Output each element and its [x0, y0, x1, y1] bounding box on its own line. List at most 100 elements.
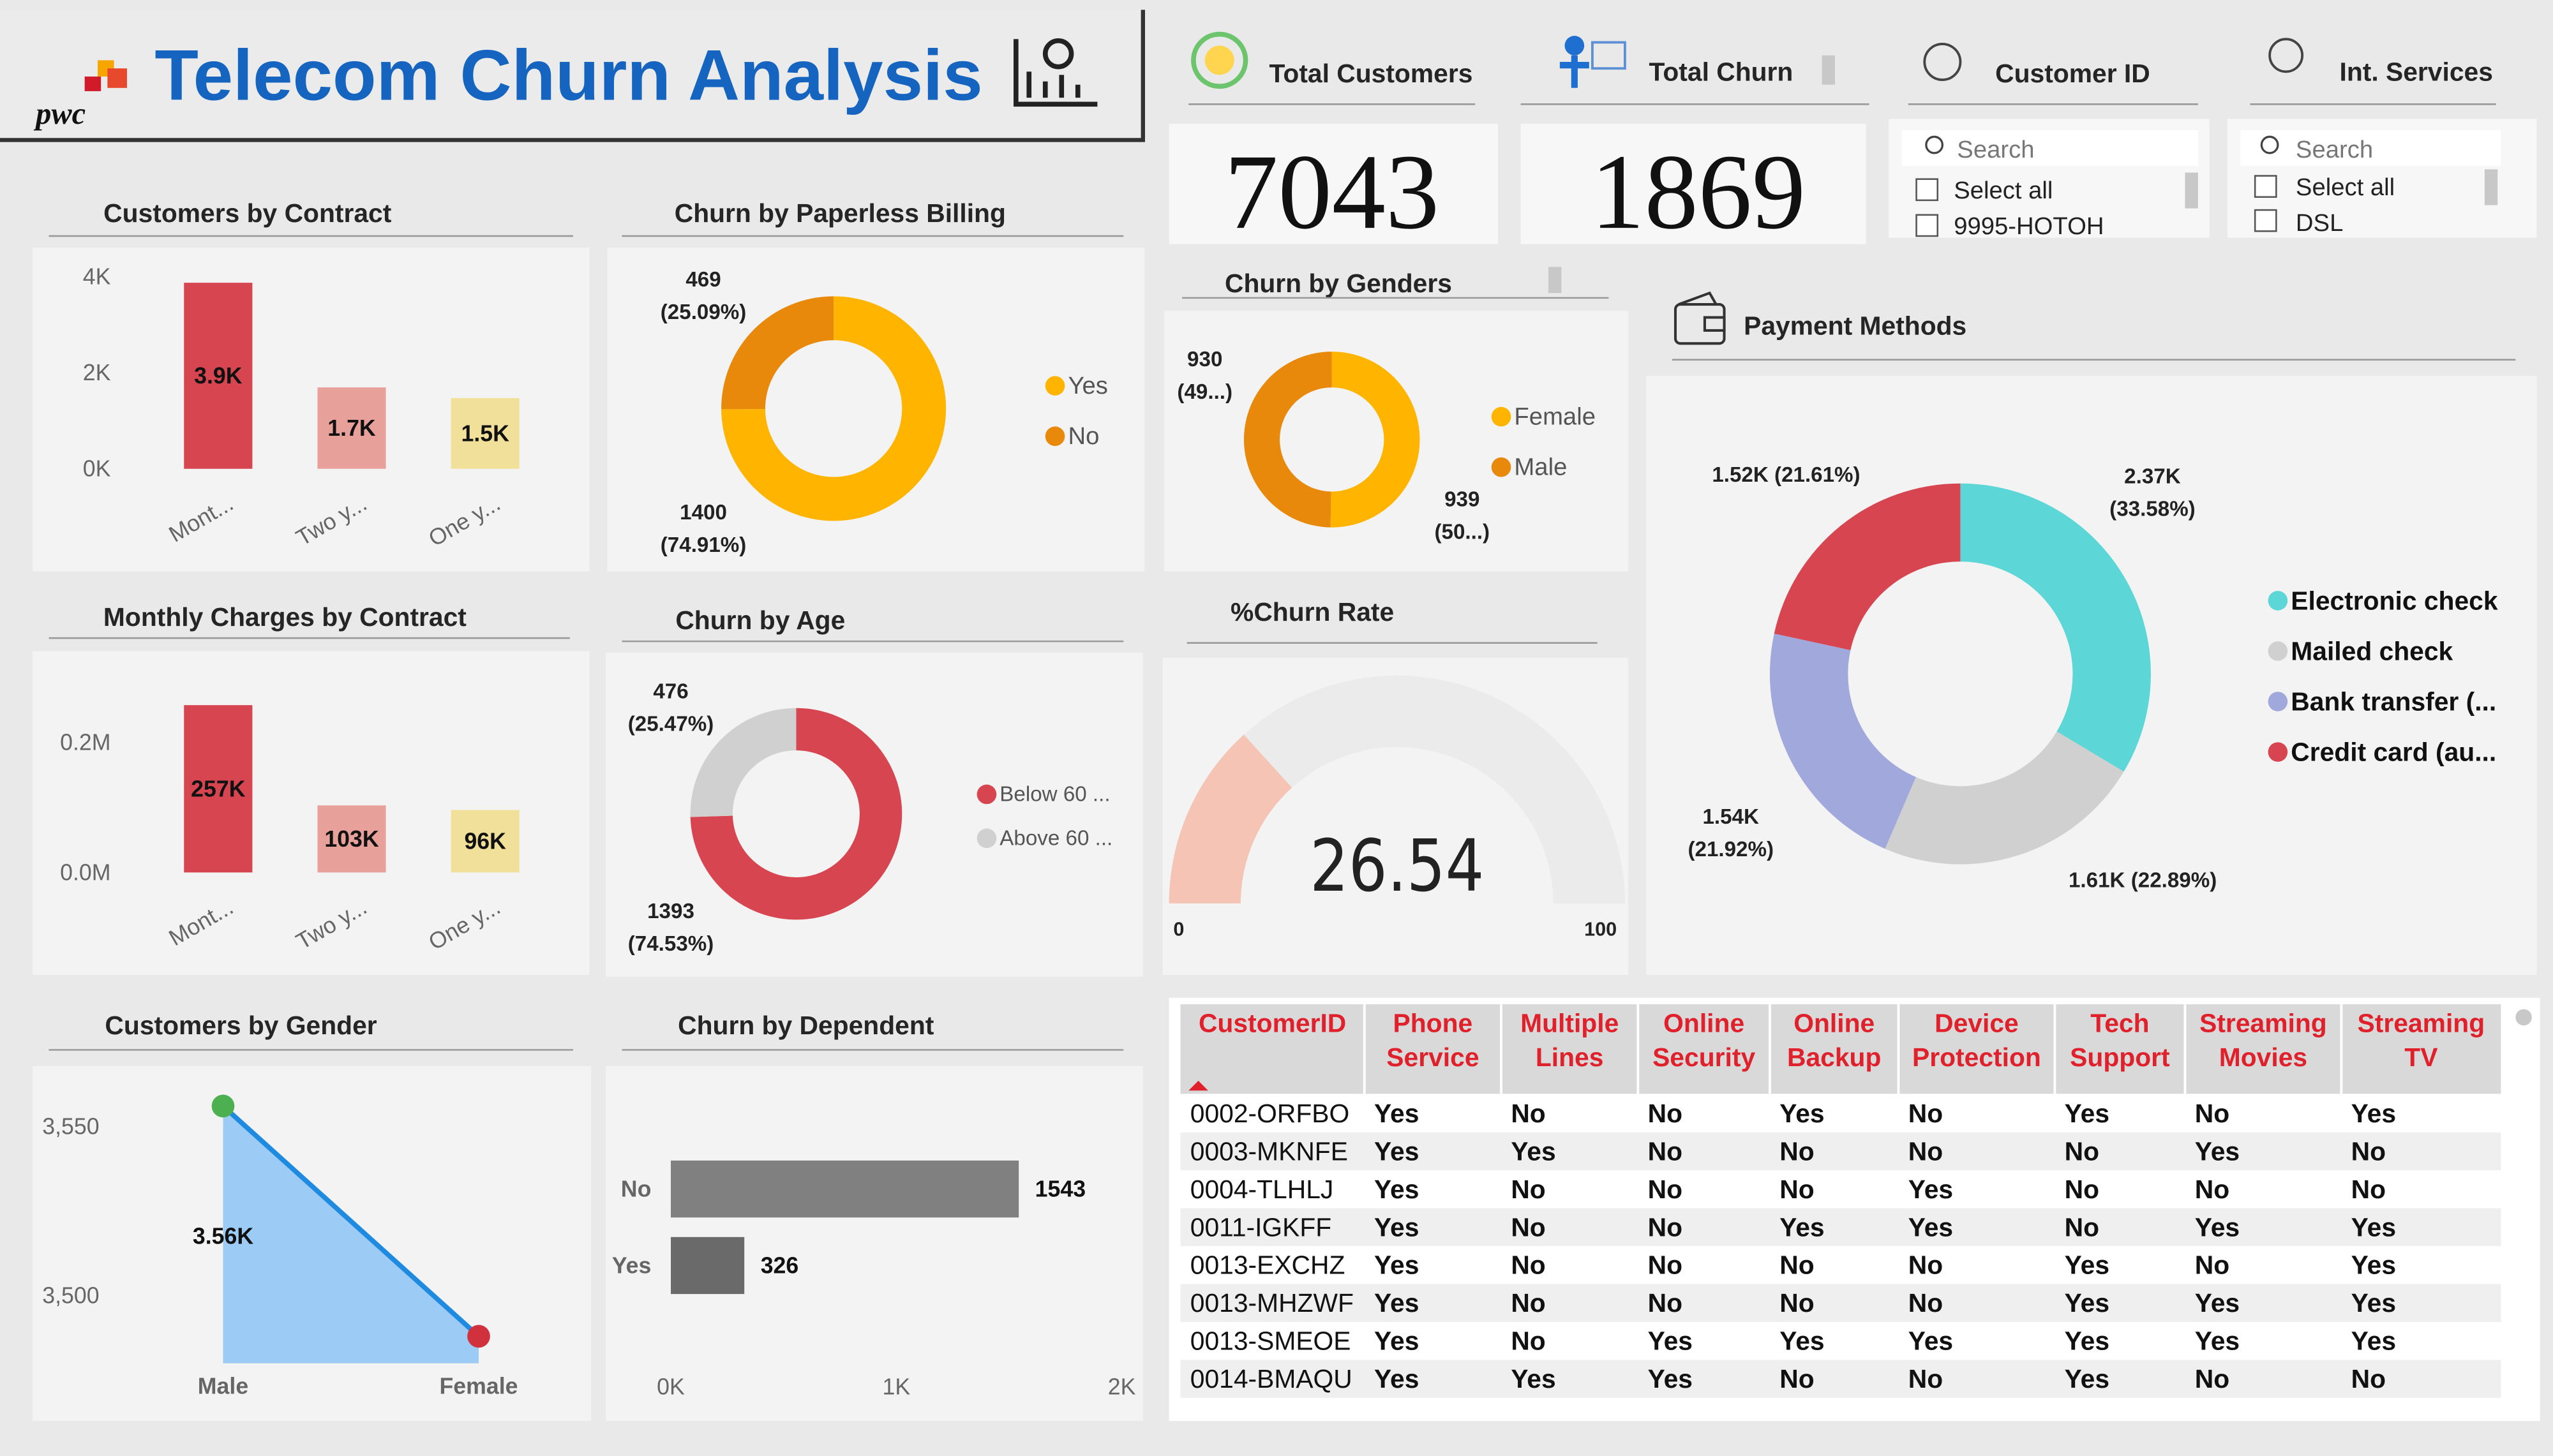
donut-slice — [721, 296, 947, 521]
checkbox[interactable] — [2254, 209, 2277, 232]
table-row — [1180, 1208, 2501, 1247]
table-cell: No — [1908, 1364, 1943, 1393]
scrollbar — [2484, 169, 2498, 205]
table-cell: Yes — [1374, 1364, 1419, 1393]
y-tick-label: 0.2M — [60, 729, 110, 755]
table-cell: Yes — [2065, 1288, 2109, 1318]
table-cell: No — [1511, 1251, 1545, 1280]
y-tick-label: No — [621, 1177, 652, 1202]
data-label-box: 1.54K (21.92%) — [1688, 804, 1774, 861]
table-cell: No — [1511, 1326, 1545, 1356]
slicer-item[interactable]: Select all — [1954, 177, 2053, 204]
kpi-label: Total Customers — [1269, 59, 1473, 88]
table-cell: No — [1779, 1251, 1814, 1280]
table-cell: 0002-ORFBO — [1190, 1099, 1349, 1128]
data-label-box: 2.37K (33.58%) — [2109, 464, 2196, 521]
donut-slice — [1885, 731, 2124, 865]
checkbox[interactable] — [1915, 178, 1938, 202]
column-header-box: Streaming TV — [2358, 1011, 2485, 1073]
data-label: 103K — [324, 826, 379, 852]
data-label: 1543 — [1035, 1177, 1086, 1202]
header-border — [0, 10, 1146, 142]
table-row — [1180, 1321, 2501, 1360]
search-box[interactable] — [2240, 130, 2501, 167]
table-cell: No — [1648, 1288, 1682, 1318]
table-cell: Yes — [1374, 1251, 1419, 1280]
table-cell: No — [1779, 1175, 1814, 1204]
donut-slice — [690, 708, 797, 817]
table-cell: No — [1908, 1251, 1943, 1280]
column-header: Device Protection — [1912, 1011, 2041, 1073]
donut-slice — [690, 708, 902, 920]
data-label-box: 1393 (74.53%) — [628, 898, 714, 955]
table-cell: No — [1511, 1175, 1545, 1204]
table-cell: Yes — [2065, 1099, 2109, 1128]
chart-title: Monthly Charges by Contract — [103, 602, 467, 632]
legend-marker — [1045, 426, 1065, 447]
y-tick-label: 3,550 — [42, 1113, 99, 1139]
data-label: 1400 (74.91%) — [660, 500, 747, 557]
data-label: 3.56K — [193, 1224, 253, 1249]
data-label: 1.54K (21.92%) — [1688, 804, 1774, 861]
kpi-icon — [1191, 31, 1248, 89]
gauge-label: 26.54 — [1310, 824, 1484, 907]
legend-label: Mailed check — [2291, 636, 2453, 665]
table-cell: Yes — [1779, 1326, 1824, 1356]
checkbox[interactable] — [2254, 175, 2277, 198]
column-header-box: Tech Support — [2070, 1011, 2169, 1073]
gauge-value — [1169, 734, 1292, 903]
checkbox[interactable] — [1915, 214, 1938, 237]
column-header: Online Security — [1652, 1011, 1756, 1073]
table-cell: No — [2351, 1364, 2386, 1393]
legend-label: Above 60 ... — [999, 826, 1112, 850]
slicer[interactable]: Search Select all DSL — [2227, 119, 2537, 242]
gauge-min: 0 — [1173, 919, 1184, 940]
table-cell: No — [1908, 1288, 1943, 1318]
data-label: 1.61K (22.89%) — [2068, 867, 2217, 893]
table-cell: No — [2351, 1175, 2386, 1204]
column-header-box: Device Protection — [1912, 1011, 2041, 1073]
table-cell: No — [1648, 1175, 1682, 1204]
table-cell: No — [1779, 1136, 1814, 1166]
y-tick-label: 0K — [83, 456, 111, 482]
scrollbar — [2515, 1009, 2532, 1026]
marker — [467, 1325, 490, 1348]
slicer-item[interactable]: Select all — [2296, 174, 2395, 201]
table-cell: No — [1648, 1212, 1682, 1242]
legend-marker — [977, 784, 997, 805]
column-header: Phone Service — [1386, 1011, 1479, 1073]
table-row — [1180, 1170, 2501, 1208]
y-tick-label: Yes — [612, 1252, 652, 1278]
legend-marker — [1045, 376, 1065, 396]
table-cell: Yes — [2065, 1364, 2109, 1393]
column-header-box: Multiple Lines — [1520, 1011, 1619, 1073]
table-cell: No — [1648, 1099, 1682, 1128]
scroll-handle — [1548, 267, 1562, 293]
search-box[interactable] — [1901, 130, 2198, 167]
data-label-box: 469 (25.09%) — [661, 267, 747, 323]
legend-marker — [2268, 742, 2288, 762]
table-cell: 0003-MKNFE — [1190, 1136, 1348, 1166]
logo-text: pwc — [33, 97, 86, 131]
sort-indicator — [1188, 1080, 1208, 1091]
table-cell: No — [1779, 1364, 1814, 1393]
kpi-icon — [1564, 36, 1585, 56]
legend-label: No — [1068, 422, 1099, 450]
slicer[interactable]: Search Select all 9995-HOTOH — [1889, 119, 2210, 242]
area — [223, 1106, 479, 1363]
search-icon — [2260, 135, 2279, 154]
table-cell: Yes — [2195, 1212, 2240, 1242]
table-cell: No — [1511, 1288, 1545, 1318]
table-cell: No — [2065, 1136, 2099, 1166]
slicer-item[interactable]: 9995-HOTOH — [1954, 212, 2104, 240]
table-cell: Yes — [1908, 1212, 1953, 1242]
slicer-item[interactable]: DSL — [2296, 209, 2343, 237]
donut-slice — [1243, 352, 1332, 528]
legend-label: Bank transfer (... — [2291, 687, 2496, 717]
x-tick-label: Female — [439, 1374, 518, 1399]
line — [221, 1104, 481, 1339]
y-tick-label: 3,500 — [42, 1283, 99, 1309]
bar — [671, 1160, 1019, 1218]
x-tick-label: Male — [198, 1374, 248, 1399]
